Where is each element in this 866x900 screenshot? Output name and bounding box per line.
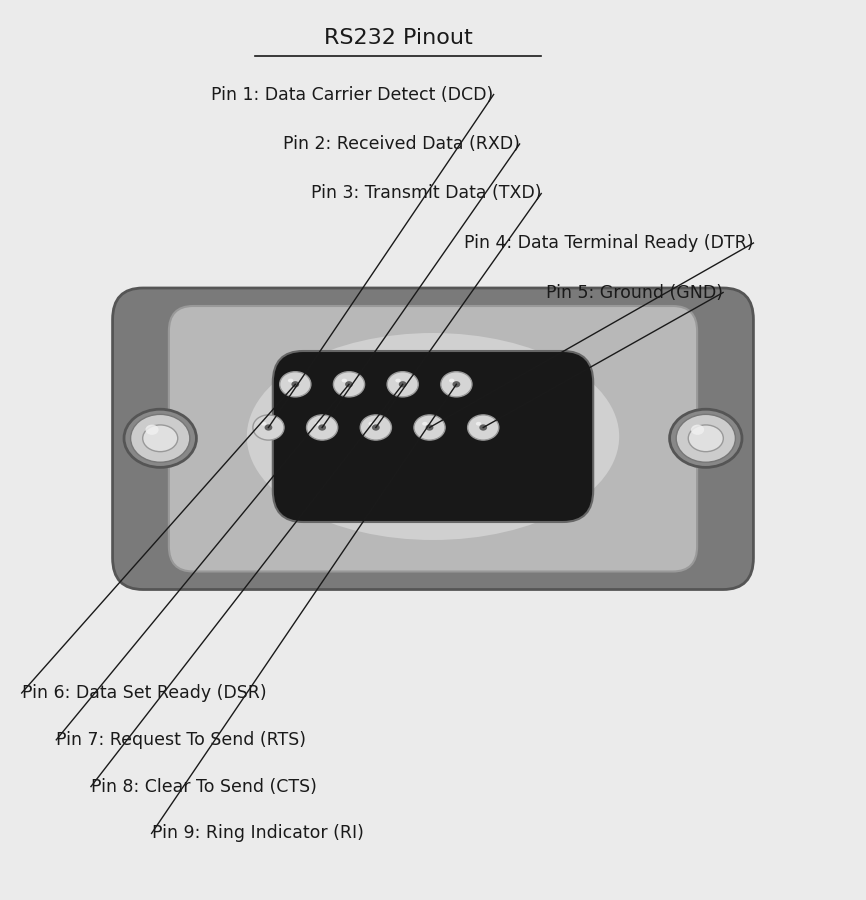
Ellipse shape [395, 379, 401, 382]
Ellipse shape [688, 425, 723, 452]
Text: Pin 5: Ground (GND): Pin 5: Ground (GND) [546, 284, 723, 302]
Text: Pin 7: Request To Send (RTS): Pin 7: Request To Send (RTS) [56, 731, 307, 749]
FancyBboxPatch shape [113, 288, 753, 590]
Ellipse shape [346, 382, 353, 388]
Ellipse shape [247, 333, 619, 540]
Ellipse shape [452, 382, 461, 388]
Ellipse shape [676, 414, 735, 463]
Ellipse shape [333, 372, 365, 397]
Ellipse shape [261, 422, 267, 426]
Ellipse shape [143, 425, 178, 452]
Ellipse shape [368, 422, 374, 426]
Ellipse shape [307, 415, 338, 440]
Ellipse shape [124, 410, 197, 467]
Text: Pin 3: Transmit Data (TXD): Pin 3: Transmit Data (TXD) [311, 184, 541, 202]
Ellipse shape [314, 422, 320, 426]
Text: Pin 9: Ring Indicator (RI): Pin 9: Ring Indicator (RI) [152, 824, 364, 842]
Text: Pin 1: Data Carrier Detect (DCD): Pin 1: Data Carrier Detect (DCD) [211, 86, 494, 104]
Ellipse shape [372, 425, 379, 430]
Ellipse shape [480, 425, 488, 430]
Ellipse shape [131, 414, 190, 463]
FancyBboxPatch shape [273, 351, 593, 522]
Ellipse shape [691, 425, 704, 435]
Ellipse shape [475, 422, 481, 426]
Ellipse shape [422, 422, 428, 426]
Text: Pin 2: Received Data (RXD): Pin 2: Received Data (RXD) [282, 135, 520, 153]
Ellipse shape [280, 372, 311, 397]
Text: Pin 8: Clear To Send (CTS): Pin 8: Clear To Send (CTS) [91, 778, 317, 796]
Ellipse shape [253, 415, 284, 440]
Ellipse shape [414, 415, 445, 440]
Ellipse shape [669, 410, 742, 467]
Ellipse shape [468, 415, 499, 440]
Text: Pin 6: Data Set Ready (DSR): Pin 6: Data Set Ready (DSR) [22, 684, 266, 702]
Ellipse shape [449, 379, 455, 382]
Ellipse shape [145, 425, 158, 435]
Ellipse shape [387, 372, 418, 397]
Ellipse shape [341, 379, 347, 382]
Ellipse shape [319, 425, 326, 430]
Ellipse shape [441, 372, 472, 397]
Ellipse shape [398, 382, 407, 388]
Text: Pin 4: Data Terminal Ready (DTR): Pin 4: Data Terminal Ready (DTR) [464, 234, 753, 252]
Ellipse shape [360, 415, 391, 440]
FancyBboxPatch shape [169, 306, 697, 572]
Ellipse shape [265, 425, 272, 430]
Text: RS232 Pinout: RS232 Pinout [324, 28, 473, 48]
Ellipse shape [292, 382, 300, 388]
Ellipse shape [426, 425, 433, 430]
Ellipse shape [288, 379, 294, 382]
